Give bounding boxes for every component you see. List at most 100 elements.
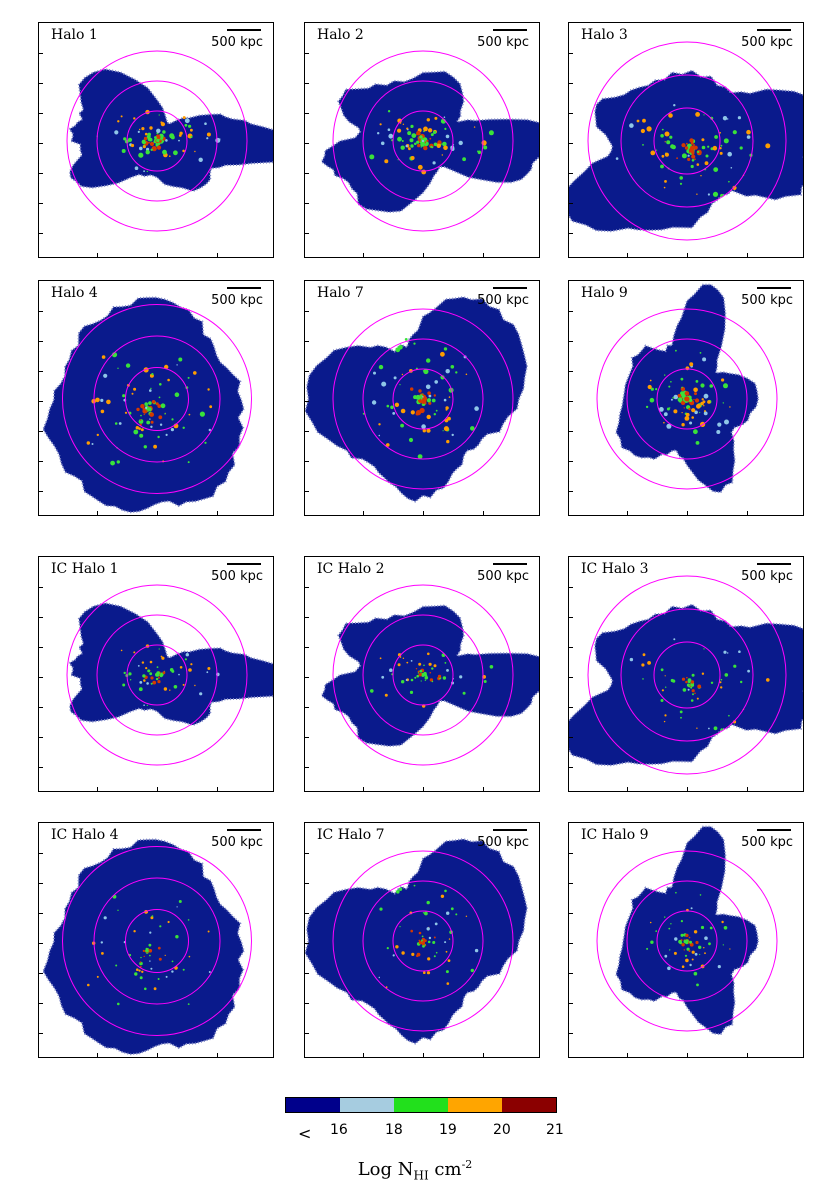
radius-ring bbox=[392, 910, 454, 972]
emission-clump bbox=[746, 135, 751, 139]
emission-clump bbox=[696, 403, 701, 409]
emission-clump bbox=[687, 688, 690, 691]
radius-ring bbox=[125, 909, 189, 973]
emission-clump bbox=[167, 920, 170, 924]
axis-tick bbox=[569, 113, 573, 114]
axis-tick bbox=[217, 787, 218, 791]
axis-tick bbox=[305, 913, 309, 914]
emission-clump bbox=[428, 401, 432, 405]
emission-clump bbox=[143, 704, 145, 706]
emission-clump bbox=[663, 412, 668, 417]
emission-clump bbox=[418, 389, 422, 393]
scale-bar bbox=[493, 29, 527, 31]
axis-tick bbox=[305, 491, 309, 492]
emission-clump bbox=[690, 699, 694, 702]
emission-clump bbox=[430, 145, 433, 148]
colorbar-tick-20: 20 bbox=[493, 1122, 511, 1138]
emission-clump bbox=[427, 940, 431, 944]
axis-tick bbox=[569, 233, 573, 234]
emission-clump bbox=[441, 154, 443, 156]
emission-clump bbox=[431, 667, 434, 670]
emission-clump bbox=[418, 673, 422, 677]
emission-clump bbox=[208, 971, 211, 973]
emission-clump bbox=[162, 130, 166, 134]
emission-clump bbox=[117, 120, 120, 123]
axis-tick bbox=[569, 491, 573, 492]
emission-clump bbox=[717, 965, 721, 969]
emission-clump bbox=[410, 410, 415, 415]
emission-clump bbox=[433, 394, 436, 397]
emission-clump bbox=[474, 948, 479, 953]
emission-clump bbox=[410, 144, 414, 148]
scale-label: 500 kpc bbox=[477, 35, 529, 50]
emission-clump bbox=[198, 157, 203, 162]
emission-clump bbox=[705, 154, 709, 158]
emission-clump bbox=[178, 134, 182, 137]
emission-clump bbox=[159, 423, 163, 426]
emission-clump bbox=[677, 397, 683, 403]
emission-clump bbox=[698, 945, 702, 949]
emission-clump bbox=[680, 920, 683, 923]
emission-clump bbox=[674, 937, 678, 941]
axis-tick bbox=[483, 253, 484, 257]
emission-clump bbox=[378, 976, 380, 979]
emission-clump bbox=[143, 955, 145, 958]
emission-clump bbox=[145, 667, 148, 670]
axis-tick bbox=[483, 511, 484, 515]
emission-clump bbox=[684, 396, 690, 402]
emission-clump bbox=[714, 135, 718, 139]
emission-clump bbox=[737, 116, 741, 120]
emission-clump bbox=[141, 127, 145, 131]
panel-halo-4: Halo 4 500 kpc bbox=[38, 280, 274, 516]
axis-tick bbox=[39, 113, 43, 114]
emission-clump bbox=[713, 167, 719, 173]
emission-clump bbox=[732, 185, 737, 190]
axis-tick bbox=[569, 1003, 573, 1004]
axis-tick bbox=[39, 1003, 43, 1004]
axis-tick bbox=[569, 973, 573, 974]
emission-clump bbox=[443, 145, 448, 151]
emission-clump bbox=[668, 927, 671, 930]
halo-map bbox=[42, 296, 252, 514]
emission-clump bbox=[194, 150, 196, 153]
emission-clump bbox=[433, 936, 436, 939]
radius-ring bbox=[332, 50, 514, 232]
emission-clump bbox=[156, 671, 160, 675]
emission-clump bbox=[459, 675, 463, 679]
emission-clump bbox=[694, 392, 697, 396]
radius-ring bbox=[62, 304, 252, 494]
emission-clump bbox=[120, 115, 123, 118]
axis-tick bbox=[747, 1053, 748, 1057]
emission-clump bbox=[148, 401, 152, 405]
axis-tick bbox=[305, 707, 309, 708]
emission-clump bbox=[720, 678, 723, 681]
emission-clump bbox=[153, 444, 157, 449]
radius-ring bbox=[362, 338, 484, 460]
radius-ring bbox=[626, 338, 748, 460]
emission-clump bbox=[410, 929, 413, 933]
emission-clump bbox=[664, 180, 667, 183]
axis-tick bbox=[39, 233, 43, 234]
halo-map bbox=[66, 584, 273, 766]
axis-tick bbox=[305, 371, 309, 372]
axis-tick bbox=[569, 203, 573, 204]
emission-clump bbox=[145, 948, 149, 953]
scale-bar bbox=[493, 563, 527, 565]
emission-clump bbox=[746, 129, 751, 135]
radius-ring bbox=[362, 880, 484, 1002]
emission-clump bbox=[713, 726, 718, 731]
emission-clump bbox=[143, 679, 146, 682]
emission-clump bbox=[691, 683, 695, 687]
emission-clump bbox=[379, 123, 382, 126]
emission-clump bbox=[703, 405, 705, 407]
radius-ring bbox=[620, 74, 754, 208]
emission-clump bbox=[179, 666, 183, 669]
emission-clump bbox=[691, 408, 696, 413]
emission-clump bbox=[157, 404, 162, 408]
emission-clump bbox=[386, 443, 390, 447]
emission-clump bbox=[378, 364, 384, 370]
emission-clump bbox=[435, 951, 438, 954]
emission-clump bbox=[149, 418, 151, 420]
emission-clump bbox=[174, 392, 180, 397]
emission-clump bbox=[720, 686, 723, 689]
